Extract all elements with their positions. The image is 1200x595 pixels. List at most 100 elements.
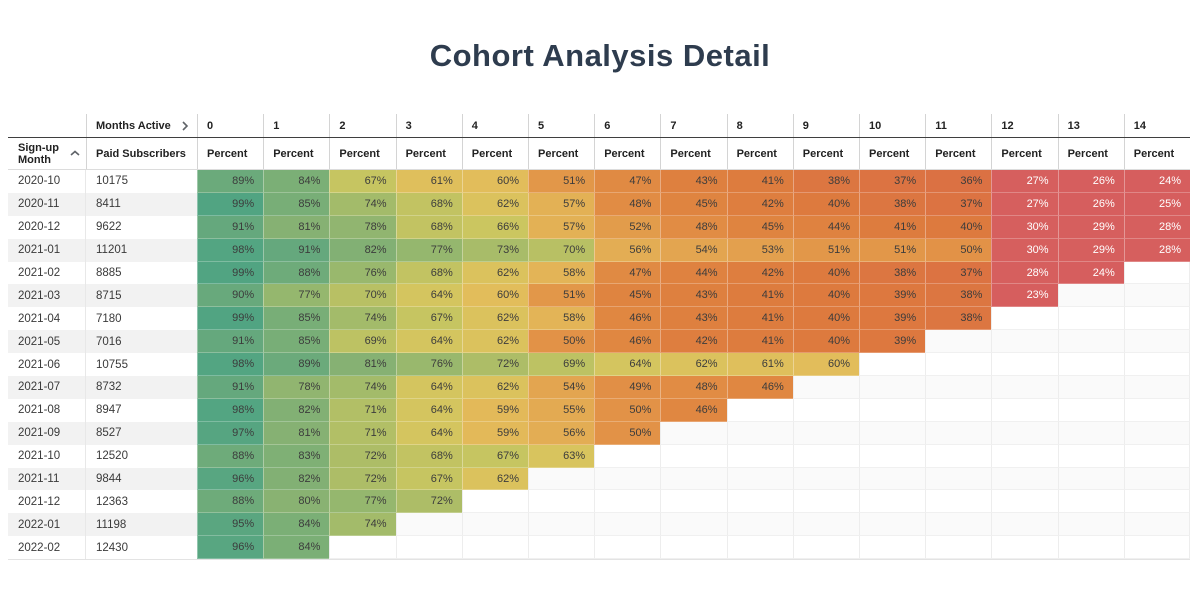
- percent-cell: 78%: [329, 215, 396, 239]
- percent-cell: 54%: [660, 238, 727, 262]
- percent-header[interactable]: Percent: [925, 138, 991, 169]
- empty-cell: [726, 467, 793, 491]
- month-number-header[interactable]: 11: [925, 114, 991, 137]
- empty-cell: [1123, 307, 1190, 331]
- percent-cell: 85%: [263, 330, 330, 354]
- percent-cell: 56%: [527, 421, 595, 445]
- month-number-header[interactable]: 12: [991, 114, 1057, 137]
- table-row: 2021-04 7180 99% 85% 74% 67% 62% 58% 46% 43% 41% 40…: [8, 307, 1190, 331]
- paid-subscribers-header[interactable]: Paid Subscribers: [86, 138, 197, 169]
- percent-cell: 53%: [726, 238, 793, 262]
- month-number-header[interactable]: 7: [660, 114, 726, 137]
- percent-cell: 37%: [925, 192, 992, 216]
- percent-cell: 64%: [395, 398, 462, 422]
- table-row: 2020-10 10175 89% 84% 67% 61% 60% 51% 47% 43% 41% 3…: [8, 170, 1190, 193]
- percent-cell: 29%: [1057, 215, 1124, 239]
- month-number-header[interactable]: 0: [197, 114, 263, 137]
- percent-cell: 63%: [527, 444, 595, 468]
- empty-cell: [1057, 376, 1124, 399]
- percent-cell: 91%: [197, 376, 264, 399]
- percent-header[interactable]: Percent: [1123, 138, 1190, 169]
- percent-cell: 29%: [1057, 238, 1124, 262]
- signup-month-cell: 2020-12: [8, 215, 86, 239]
- signup-month-header[interactable]: Sign-up Month: [8, 138, 86, 169]
- empty-cell: [925, 536, 992, 560]
- percent-cell: 40%: [792, 284, 859, 308]
- percent-header[interactable]: Percent: [991, 138, 1057, 169]
- chevron-up-icon[interactable]: [70, 150, 80, 157]
- percent-cell: 62%: [461, 192, 528, 216]
- months-active-header[interactable]: Months Active: [86, 114, 197, 137]
- percent-cell: 43%: [660, 307, 727, 331]
- percent-cell: 58%: [527, 261, 595, 285]
- percent-cell: 51%: [792, 238, 859, 262]
- percent-header[interactable]: Percent: [594, 138, 660, 169]
- percent-header[interactable]: Percent: [726, 138, 793, 169]
- empty-cell: [1057, 330, 1124, 354]
- empty-cell: [1123, 330, 1190, 354]
- signup-month-cell: 2021-11: [8, 467, 86, 491]
- percent-header[interactable]: Percent: [858, 138, 925, 169]
- empty-cell: [1057, 284, 1124, 308]
- percent-cell: 71%: [329, 398, 396, 422]
- month-number-header[interactable]: 6: [594, 114, 660, 137]
- month-number-header[interactable]: 3: [395, 114, 462, 137]
- month-number-header[interactable]: 1: [263, 114, 329, 137]
- percent-cell: 67%: [395, 307, 462, 331]
- month-number-header[interactable]: 4: [461, 114, 528, 137]
- chevron-right-icon[interactable]: [181, 120, 189, 131]
- percent-header[interactable]: Percent: [660, 138, 726, 169]
- percent-cell: 68%: [395, 261, 462, 285]
- percent-cell: 38%: [925, 307, 992, 331]
- empty-cell: [1123, 353, 1190, 377]
- percent-cell: 72%: [461, 353, 528, 377]
- month-number-header[interactable]: 2: [329, 114, 395, 137]
- percent-header[interactable]: Percent: [329, 138, 395, 169]
- percent-cell: 51%: [527, 284, 595, 308]
- percent-header[interactable]: Percent: [527, 138, 594, 169]
- table-row: 2020-12 9622 91% 81% 78% 68% 66% 57% 52% 48% 45% 44…: [8, 215, 1190, 239]
- month-number-header[interactable]: 13: [1057, 114, 1124, 137]
- month-number-header[interactable]: 14: [1123, 114, 1190, 137]
- month-number-header[interactable]: 8: [726, 114, 793, 137]
- signup-month-cell: 2021-08: [8, 398, 86, 422]
- empty-cell: [792, 376, 859, 399]
- percent-header[interactable]: Percent: [263, 138, 329, 169]
- empty-cell: [858, 376, 926, 399]
- table-row: 2021-09 8527 97% 81% 71% 64% 59% 56% 50%: [8, 421, 1190, 445]
- month-number-header[interactable]: 9: [792, 114, 859, 137]
- percent-cell: 84%: [263, 170, 330, 193]
- percent-header[interactable]: Percent: [1057, 138, 1124, 169]
- percent-cell: 69%: [329, 330, 396, 354]
- percent-cell: 82%: [263, 467, 330, 491]
- percent-cell: 45%: [660, 192, 727, 216]
- empty-cell: [1123, 467, 1190, 491]
- percent-cell: 84%: [263, 536, 330, 560]
- empty-cell: [660, 536, 727, 560]
- percent-cell: 95%: [197, 513, 264, 537]
- empty-cell: [1123, 376, 1190, 399]
- empty-cell: [792, 490, 859, 514]
- percent-cell: 91%: [197, 215, 264, 239]
- percent-cell: 40%: [792, 330, 859, 354]
- percent-header[interactable]: Percent: [461, 138, 528, 169]
- percent-cell: 45%: [594, 284, 661, 308]
- percent-header[interactable]: Percent: [792, 138, 859, 169]
- empty-cell: [991, 398, 1058, 422]
- percent-cell: 83%: [263, 444, 330, 468]
- percent-header[interactable]: Percent: [395, 138, 462, 169]
- percent-cell: 24%: [1057, 261, 1124, 285]
- empty-cell: [858, 490, 926, 514]
- percent-cell: 42%: [726, 261, 793, 285]
- percent-cell: 41%: [726, 330, 793, 354]
- percent-header[interactable]: Percent: [197, 138, 263, 169]
- percent-cell: 72%: [329, 467, 396, 491]
- paid-subscribers-cell: 10755: [96, 358, 128, 371]
- signup-month-cell: 2021-04: [8, 307, 86, 331]
- signup-month-cell: 2021-01: [8, 238, 86, 262]
- percent-cell: 82%: [263, 398, 330, 422]
- month-number-header[interactable]: 10: [858, 114, 925, 137]
- month-number-header[interactable]: 5: [527, 114, 594, 137]
- percent-cell: 43%: [660, 284, 727, 308]
- percent-cell: 64%: [395, 421, 462, 445]
